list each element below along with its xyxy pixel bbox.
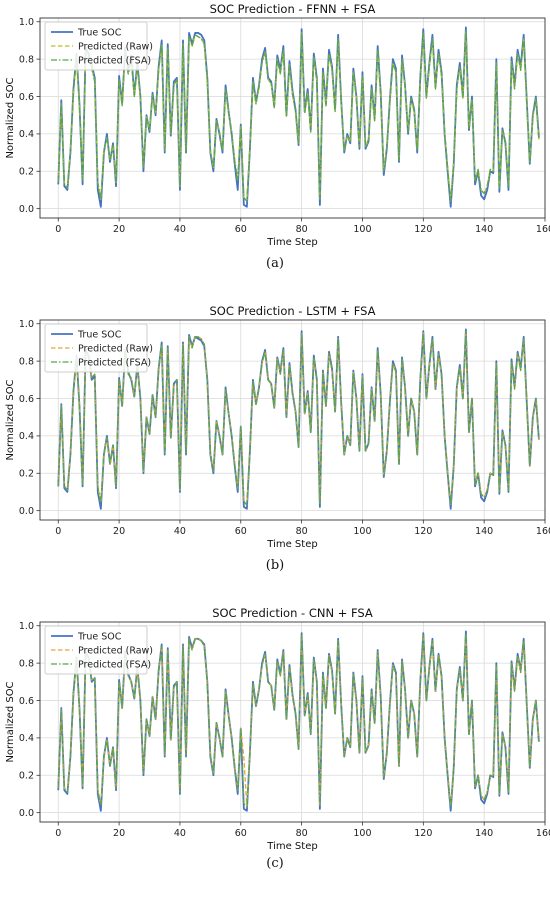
x-axis-label: Time Step xyxy=(266,237,317,248)
legend-frame xyxy=(44,323,148,373)
legend: True SOC Predicted (Raw) Predicted (FSA) xyxy=(44,323,153,373)
x-tick-label: 80 xyxy=(296,526,308,537)
legend-label-0: True SOC xyxy=(77,28,122,39)
x-tick-label: 40 xyxy=(174,526,186,537)
y-tick-label: 1.0 xyxy=(19,319,34,330)
legend-frame xyxy=(44,21,148,71)
x-tick-label: 20 xyxy=(113,828,125,839)
x-axis-label: Time Step xyxy=(266,539,317,550)
y-axis-label: Normalized SOC xyxy=(5,77,16,158)
x-tick-label: 0 xyxy=(55,224,61,235)
x-tick-label: 100 xyxy=(353,828,371,839)
x-tick-label: 100 xyxy=(353,526,371,537)
y-tick-label: 0.2 xyxy=(19,771,34,782)
chart-cnn: 0 20 40 60 80 100 120 140 160 0.0 0.2 0.4 0.6 0.8 1.0 S… xyxy=(5,606,550,852)
y-tick-label: 0.4 xyxy=(19,129,34,140)
y-tick-label: 0.8 xyxy=(19,54,34,65)
y-tick-label: 0.2 xyxy=(19,469,34,480)
chart-lstm: 0 20 40 60 80 100 120 140 160 0.0 0.2 0.4 0.6 0.8 1.0 S… xyxy=(5,304,550,550)
series-line-2 xyxy=(57,632,540,808)
figure-caption-a: (a) xyxy=(266,256,284,271)
x-tick-label: 80 xyxy=(296,828,308,839)
x-tick-label: 60 xyxy=(235,828,247,839)
y-tick-label: 0.2 xyxy=(19,167,34,178)
legend-label-2: Predicted (FSA) xyxy=(78,660,151,671)
chart-panel-ffnn: 0 20 40 60 80 100 120 140 160 0.0 0.2 0.4 0.6 0.8 1.0 S… xyxy=(0,0,550,294)
series-line-2 xyxy=(57,330,540,506)
x-tick-label: 40 xyxy=(174,828,186,839)
y-tick-label: 0.8 xyxy=(19,658,34,669)
x-tick-label: 140 xyxy=(475,828,493,839)
chart-panel-lstm: 0 20 40 60 80 100 120 140 160 0.0 0.2 0.4 0.6 0.8 1.0 S… xyxy=(0,302,550,596)
y-tick-label: 0.0 xyxy=(19,204,34,215)
y-tick-label: 0.4 xyxy=(19,431,34,442)
x-tick-label: 160 xyxy=(536,828,550,839)
x-tick-label: 20 xyxy=(113,224,125,235)
legend-label-1: Predicted (Raw) xyxy=(78,344,153,355)
y-tick-label: 1.0 xyxy=(19,17,34,28)
y-axis-label: Normalized SOC xyxy=(5,681,16,762)
x-tick-label: 100 xyxy=(353,224,371,235)
x-tick-label: 140 xyxy=(475,224,493,235)
x-tick-label: 80 xyxy=(296,224,308,235)
legend-label-0: True SOC xyxy=(77,632,122,643)
y-tick-label: 0.6 xyxy=(19,696,34,707)
legend-label-1: Predicted (Raw) xyxy=(78,646,153,657)
y-tick-label: 0.0 xyxy=(19,506,34,517)
x-tick-label: 120 xyxy=(414,526,432,537)
y-tick-label: 0.6 xyxy=(19,92,34,103)
x-axis-label: Time Step xyxy=(266,841,317,852)
legend-label-0: True SOC xyxy=(77,330,122,341)
y-tick-label: 0.6 xyxy=(19,394,34,405)
x-tick-label: 0 xyxy=(55,526,61,537)
x-tick-label: 140 xyxy=(475,526,493,537)
legend: True SOC Predicted (Raw) Predicted (FSA) xyxy=(44,21,153,71)
axes-frame xyxy=(39,319,546,521)
axes-frame xyxy=(39,17,546,219)
chart-panel-cnn: 0 20 40 60 80 100 120 140 160 0.0 0.2 0.4 0.6 0.8 1.0 S… xyxy=(0,604,550,898)
legend-label-2: Predicted (FSA) xyxy=(78,56,151,67)
figure-caption-b: (b) xyxy=(265,558,285,573)
legend-frame xyxy=(44,625,148,675)
chart-title: SOC Prediction - CNN + FSA xyxy=(212,606,373,620)
x-tick-label: 120 xyxy=(414,828,432,839)
series-line-2 xyxy=(57,30,540,202)
y-tick-label: 0.0 xyxy=(19,808,34,819)
legend-label-1: Predicted (Raw) xyxy=(78,42,153,53)
chart-title: SOC Prediction - LSTM + FSA xyxy=(209,304,375,318)
x-tick-label: 60 xyxy=(235,224,247,235)
x-tick-label: 60 xyxy=(235,526,247,537)
legend-label-2: Predicted (FSA) xyxy=(78,358,151,369)
x-tick-label: 160 xyxy=(536,224,550,235)
legend: True SOC Predicted (Raw) Predicted (FSA) xyxy=(44,625,153,675)
y-tick-label: 1.0 xyxy=(19,621,34,632)
x-tick-label: 40 xyxy=(174,224,186,235)
x-tick-label: 160 xyxy=(536,526,550,537)
y-tick-label: 0.8 xyxy=(19,356,34,367)
x-tick-label: 20 xyxy=(113,526,125,537)
y-tick-label: 0.4 xyxy=(19,733,34,744)
axes-frame xyxy=(39,621,546,823)
y-axis-label: Normalized SOC xyxy=(5,379,16,460)
chart-title: SOC Prediction - FFNN + FSA xyxy=(210,2,376,16)
figure-caption-c: (c) xyxy=(266,856,284,871)
x-tick-label: 120 xyxy=(414,224,432,235)
x-tick-label: 0 xyxy=(55,828,61,839)
chart-ffnn: 0 20 40 60 80 100 120 140 160 0.0 0.2 0.4 0.6 0.8 1.0 S… xyxy=(5,2,550,248)
